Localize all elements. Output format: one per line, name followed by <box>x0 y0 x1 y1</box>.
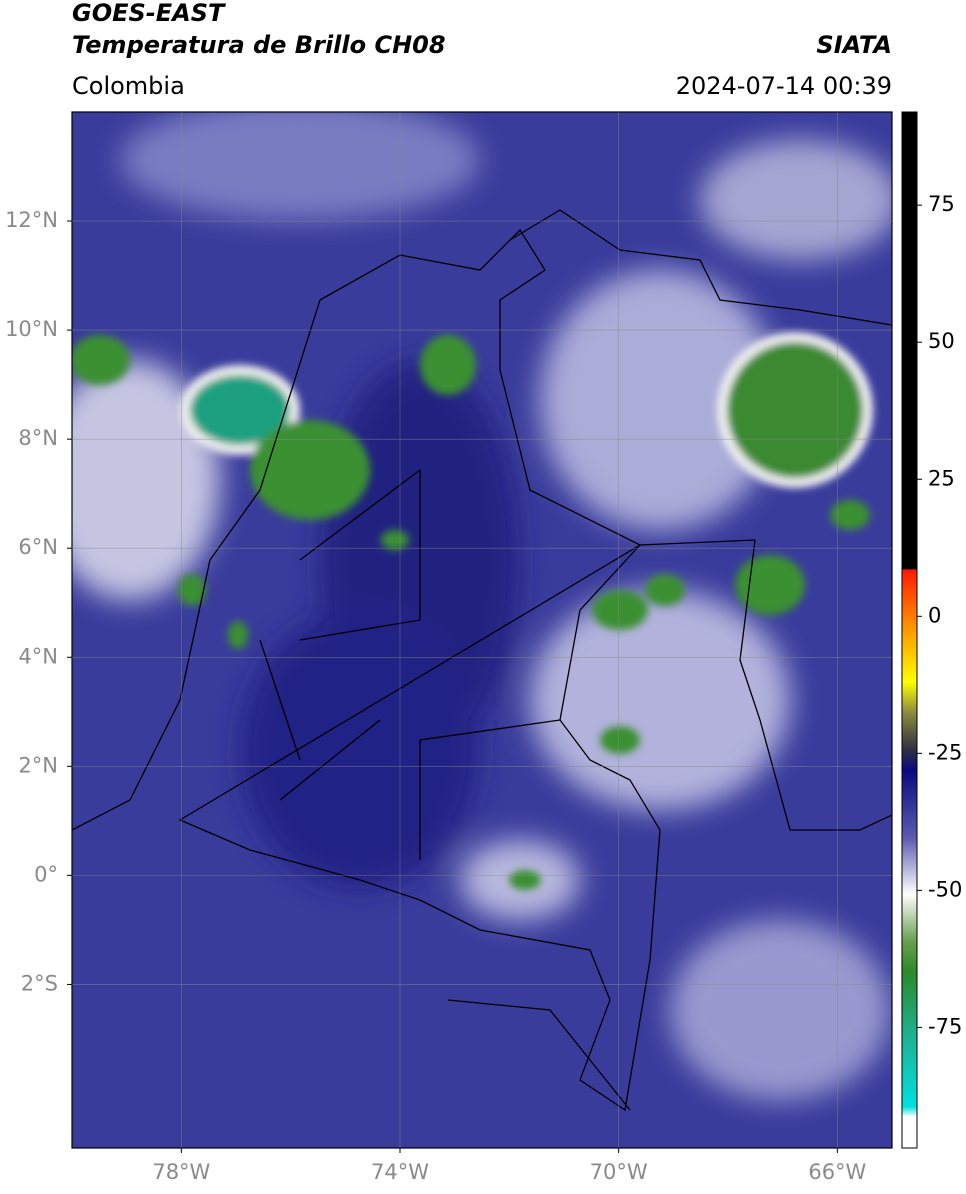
y-tick-label: 4°N <box>18 644 58 668</box>
y-tick-label: 2°N <box>18 753 58 777</box>
y-tick-label: 12°N <box>5 208 58 232</box>
map-frame <box>71 111 893 1149</box>
title: GOES-EAST <box>72 0 226 27</box>
x-tick-label: 78°W <box>152 1160 210 1184</box>
colorbar-tick-label: 25 <box>928 466 955 490</box>
y-tick-label: 8°N <box>18 426 58 450</box>
colorbar-tick-label: 50 <box>928 329 955 353</box>
x-tick-label: 70°W <box>590 1160 648 1184</box>
region: Colombia <box>72 72 185 100</box>
colorbar-tick-label: -50 <box>928 877 962 901</box>
y-tick-label: 10°N <box>5 317 58 341</box>
x-tick-label: 74°W <box>371 1160 429 1184</box>
colorbar-tick-label: 75 <box>928 192 955 216</box>
y-tick-label: 6°N <box>18 535 58 559</box>
x-tick-label: 66°W <box>808 1160 866 1184</box>
timestamp: 2024-07-14 00:39 <box>676 72 892 100</box>
colorbar-tick-label: -75 <box>928 1014 962 1038</box>
source: SIATA <box>816 31 892 59</box>
colorbar-tick-label: -25 <box>928 740 962 764</box>
y-tick-label: 2°S <box>21 971 58 995</box>
y-tick-label: 0° <box>34 862 58 886</box>
satellite-image <box>72 112 892 1148</box>
colorbar-tick-label: 0 <box>928 603 941 627</box>
colorbar <box>901 111 918 1149</box>
subtitle: Temperatura de Brillo CH08 <box>72 31 446 59</box>
